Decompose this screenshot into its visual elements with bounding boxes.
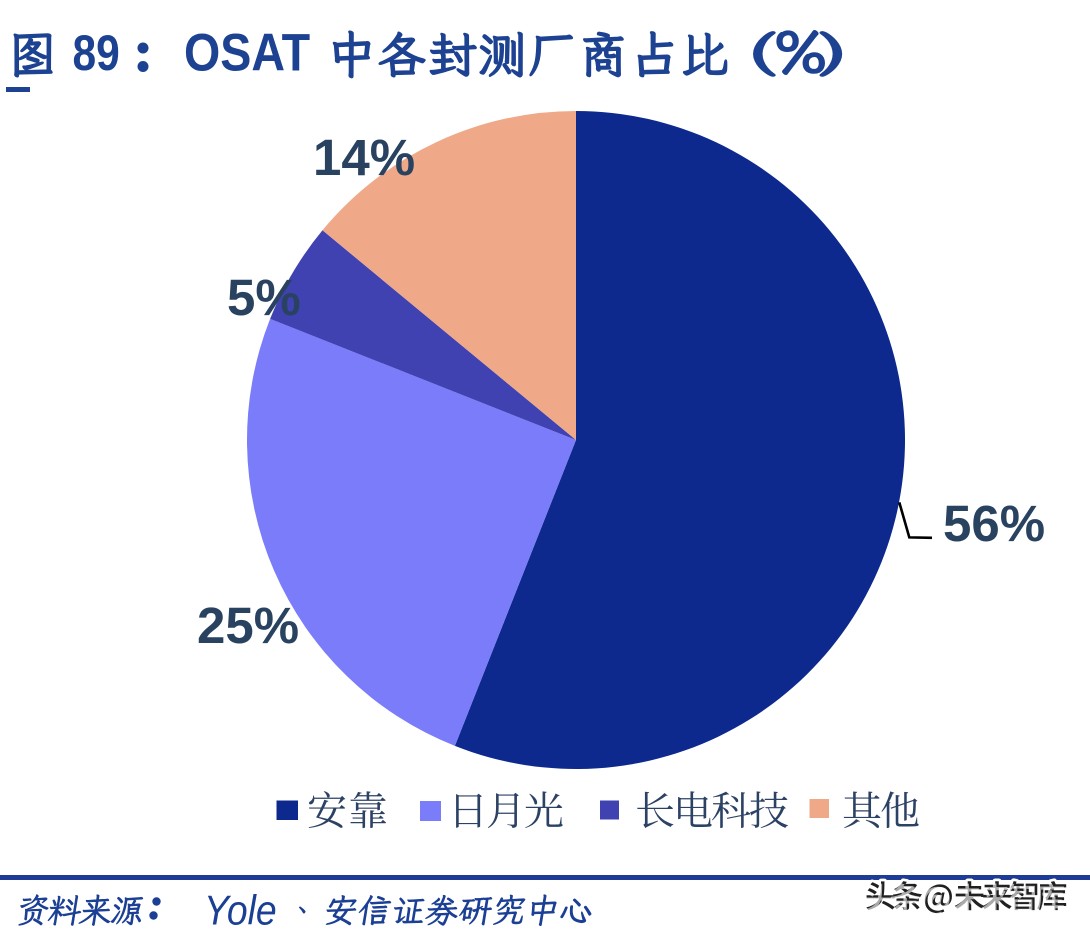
- svg-text:56%: 56%: [943, 495, 1045, 552]
- svg-text:14%: 14%: [313, 129, 415, 186]
- svg-text:89: 89: [73, 25, 120, 81]
- svg-text:Yole: Yole: [204, 888, 277, 934]
- svg-text:25%: 25%: [197, 597, 299, 654]
- svg-text:OSAT: OSAT: [184, 23, 310, 82]
- svg-text:5%: 5%: [227, 269, 301, 326]
